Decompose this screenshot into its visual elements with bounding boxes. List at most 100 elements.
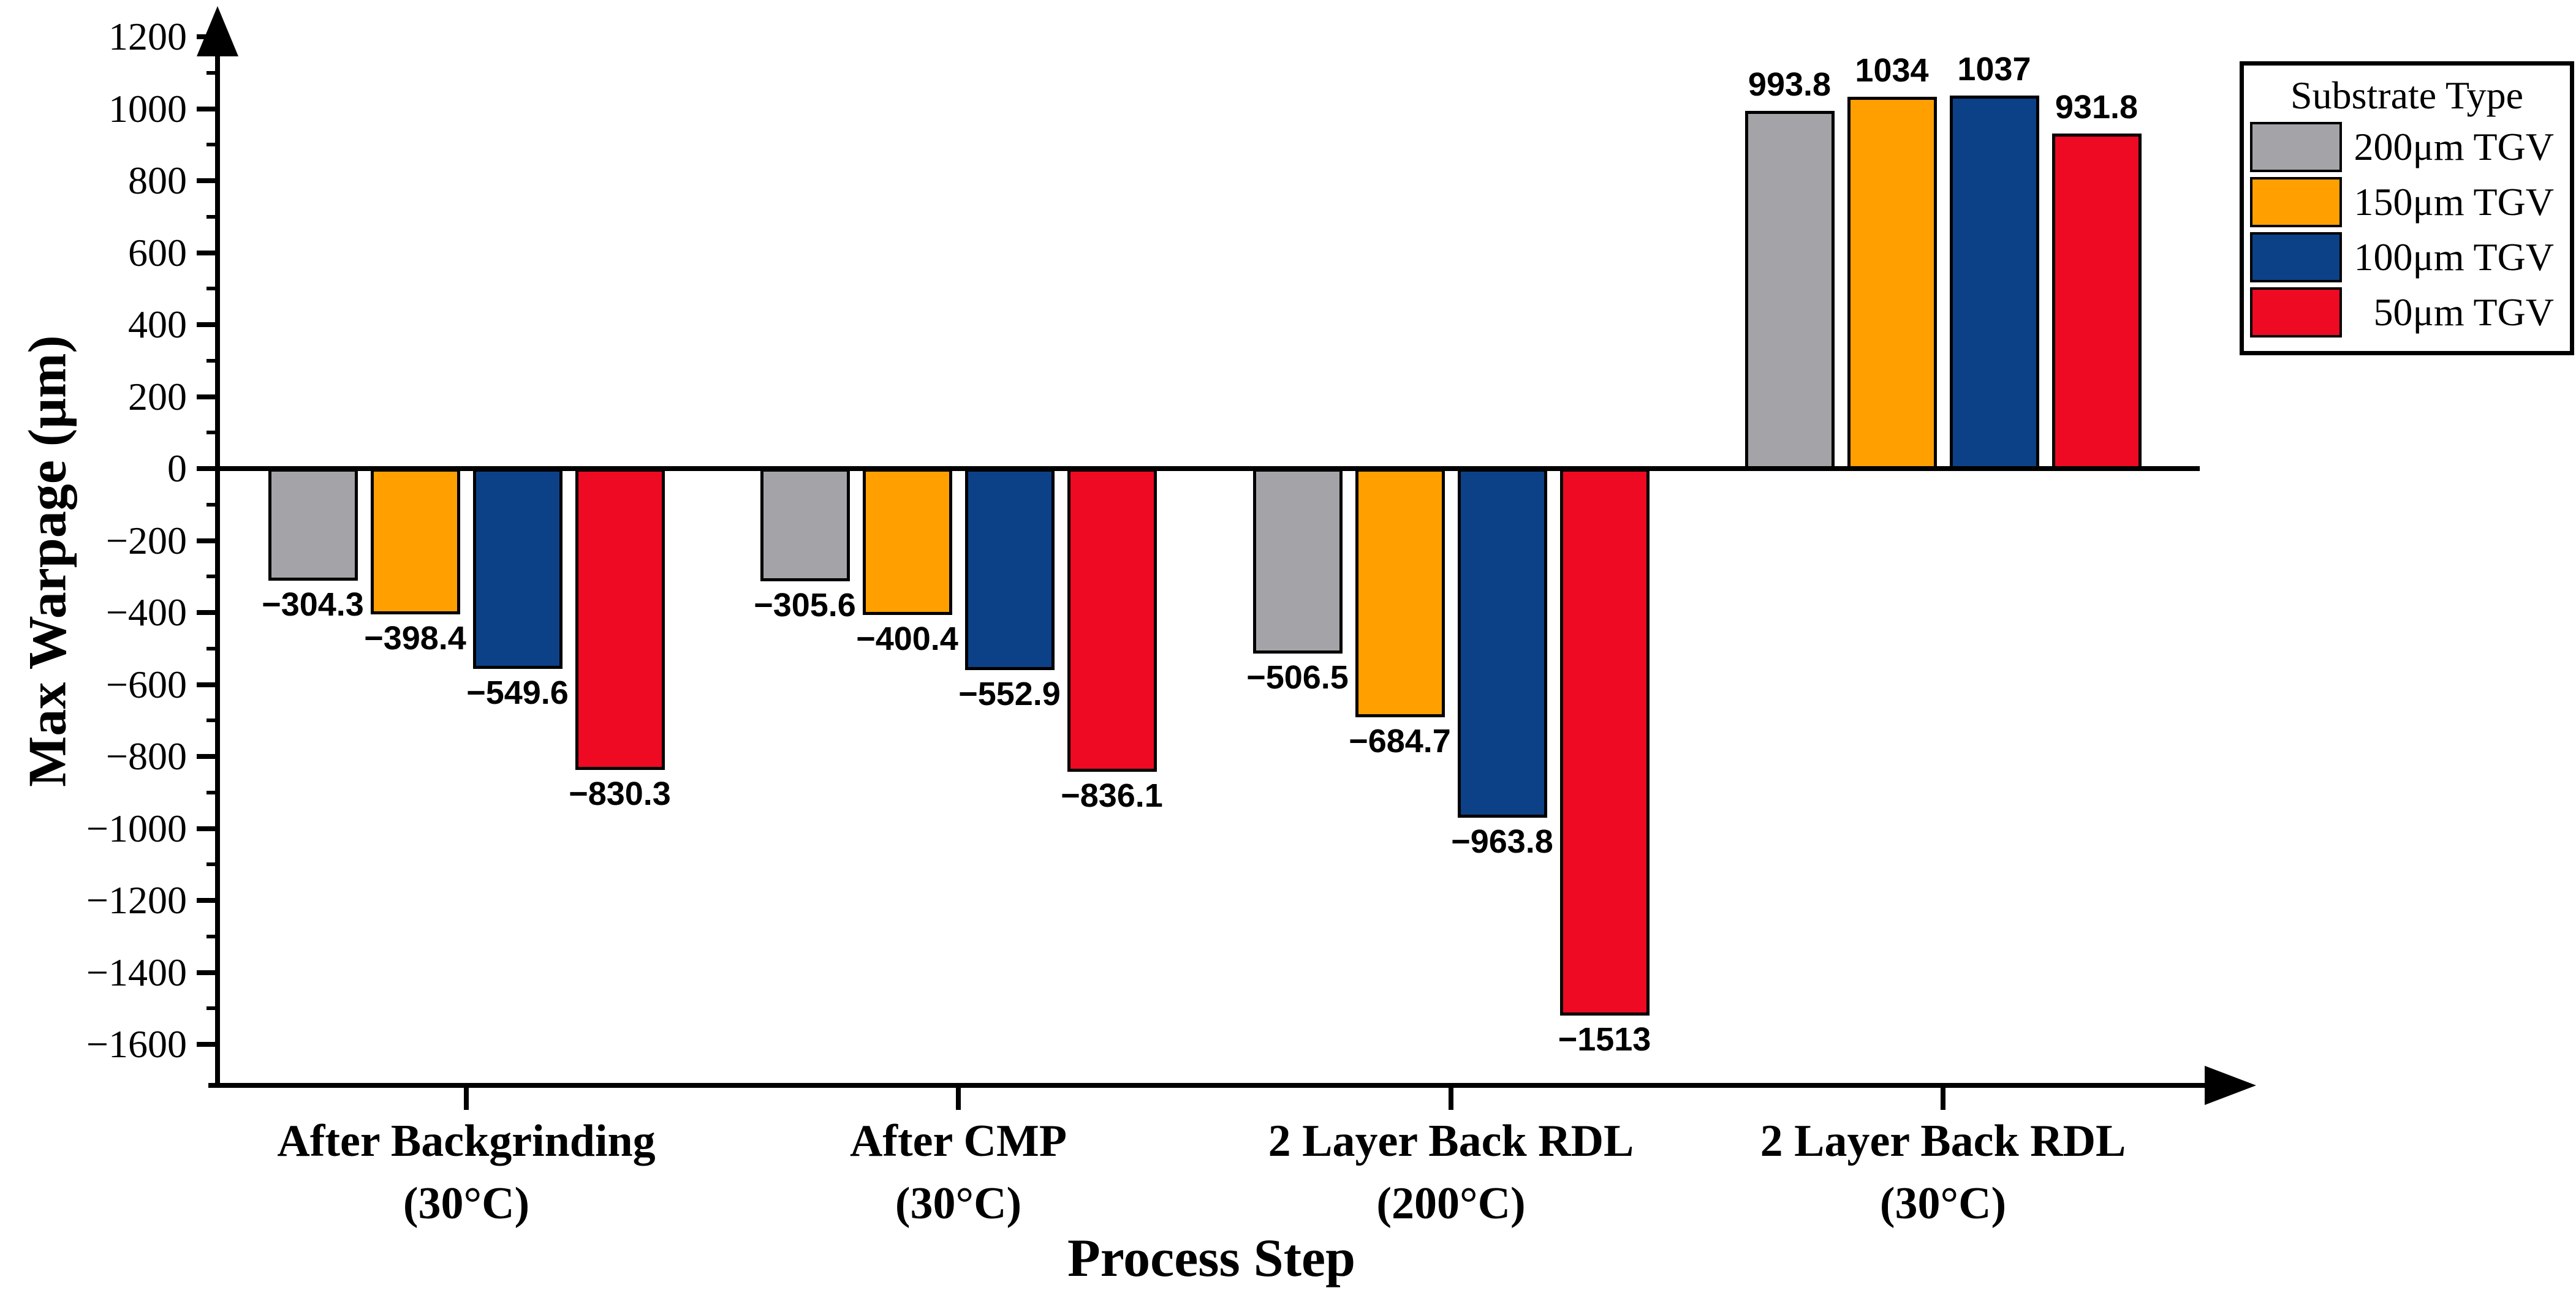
y-tick-label: 600 bbox=[128, 230, 187, 274]
y-major-tick bbox=[197, 682, 218, 687]
legend-row: 150μm TGV bbox=[2244, 175, 2570, 230]
bar-value-label: −963.8 bbox=[1451, 823, 1553, 861]
y-minor-tick bbox=[206, 358, 218, 363]
y-major-tick bbox=[197, 250, 218, 255]
y-minor-tick bbox=[206, 287, 218, 291]
x-axis-line bbox=[208, 1083, 2206, 1088]
bar-value-label: −398.4 bbox=[364, 620, 466, 657]
bar bbox=[1847, 96, 1937, 471]
bar-value-label: −506.5 bbox=[1246, 658, 1349, 696]
y-tick-label: 1000 bbox=[108, 86, 187, 130]
bar-value-label: −830.3 bbox=[569, 775, 671, 812]
x-category-tick bbox=[1449, 1088, 1453, 1110]
y-minor-tick bbox=[206, 502, 218, 507]
bar bbox=[1744, 111, 1835, 471]
legend-label: 200μm TGV bbox=[2354, 125, 2554, 168]
legend-rows: 200μm TGV 150μm TGV 100μm TGV 50μm TGV bbox=[2244, 119, 2570, 340]
y-tick-label: −600 bbox=[105, 662, 187, 706]
x-category-label-line: 2 Layer Back RDL bbox=[1760, 1116, 2126, 1166]
y-minor-tick bbox=[206, 718, 218, 723]
bar-value-label: −304.3 bbox=[262, 586, 364, 623]
y-minor-tick bbox=[206, 70, 218, 75]
bar bbox=[1457, 469, 1547, 818]
bar bbox=[575, 469, 665, 770]
y-major-tick bbox=[197, 898, 218, 903]
bar bbox=[862, 469, 952, 616]
legend-row: 200μm TGV bbox=[2244, 119, 2570, 175]
y-minor-tick bbox=[206, 431, 218, 435]
bar-value-label: 931.8 bbox=[2055, 88, 2138, 126]
x-category-tick bbox=[1941, 1088, 1945, 1110]
legend-swatch bbox=[2250, 177, 2342, 227]
x-category-tick bbox=[956, 1088, 961, 1110]
y-major-tick bbox=[197, 970, 218, 975]
y-major-tick bbox=[197, 178, 218, 183]
y-tick-label: −200 bbox=[105, 518, 187, 562]
y-minor-tick bbox=[206, 862, 218, 867]
bar bbox=[370, 469, 460, 615]
legend-row: 100μm TGV bbox=[2244, 230, 2570, 285]
bar-value-label: −684.7 bbox=[1349, 723, 1451, 760]
legend-label: 100μm TGV bbox=[2354, 235, 2554, 279]
x-axis-title: Process Step bbox=[1067, 1229, 1356, 1288]
bar-value-label: −1513 bbox=[1558, 1020, 1651, 1058]
y-axis-line bbox=[215, 48, 220, 1088]
bar-value-label: −400.4 bbox=[856, 620, 958, 658]
x-category-label-line: 2 Layer Back RDL bbox=[1268, 1116, 1634, 1166]
y-tick-label: 200 bbox=[128, 374, 187, 418]
bar-value-label: −549.6 bbox=[466, 674, 569, 711]
bar bbox=[1067, 469, 1157, 772]
bar bbox=[760, 469, 850, 581]
bar bbox=[268, 469, 358, 581]
legend-swatch bbox=[2250, 287, 2342, 338]
bar bbox=[1355, 469, 1445, 718]
y-minor-tick bbox=[206, 143, 218, 147]
x-category-label: After Backgrinding (30°C) bbox=[277, 1110, 655, 1235]
bar bbox=[1252, 469, 1343, 654]
y-major-tick bbox=[197, 754, 218, 759]
zero-baseline bbox=[215, 466, 2200, 471]
bar bbox=[1949, 95, 2039, 471]
y-axis-title: Max Warpage (μm) bbox=[18, 335, 78, 787]
bar bbox=[2051, 133, 2142, 471]
y-major-tick bbox=[197, 34, 218, 39]
bar-value-label: 1037 bbox=[1957, 50, 2031, 88]
y-tick-label: 1200 bbox=[108, 15, 187, 58]
y-tick-label: −1400 bbox=[86, 950, 187, 994]
y-tick-label: −1200 bbox=[86, 878, 187, 922]
x-category-label-line: (30°C) bbox=[1879, 1178, 2007, 1229]
bar-value-label: −836.1 bbox=[1061, 777, 1163, 815]
bar bbox=[472, 469, 563, 669]
x-category-label-line: After CMP bbox=[849, 1116, 1067, 1166]
x-category-label-line: (30°C) bbox=[403, 1178, 530, 1229]
y-tick-label: −1000 bbox=[86, 806, 187, 850]
legend-swatch bbox=[2250, 232, 2342, 282]
y-tick-label: 0 bbox=[167, 447, 187, 490]
y-tick-label: −800 bbox=[105, 734, 187, 778]
y-major-tick bbox=[197, 466, 218, 471]
y-major-tick bbox=[197, 826, 218, 831]
bar-value-label: 1034 bbox=[1855, 51, 1929, 89]
y-tick-label: −400 bbox=[105, 590, 187, 634]
legend-swatch bbox=[2250, 122, 2342, 172]
bar bbox=[1559, 469, 1650, 1016]
y-minor-tick bbox=[206, 575, 218, 579]
legend-row: 50μm TGV bbox=[2244, 285, 2570, 340]
x-category-label-line: (200°C) bbox=[1376, 1178, 1526, 1229]
y-major-tick bbox=[197, 106, 218, 111]
x-category-label: After CMP (30°C) bbox=[850, 1110, 1067, 1235]
legend-label: 150μm TGV bbox=[2354, 180, 2554, 224]
x-category-label: 2 Layer Back RDL (200°C) bbox=[1268, 1110, 1634, 1235]
y-axis-arrowhead bbox=[197, 6, 238, 56]
y-minor-tick bbox=[206, 790, 218, 794]
y-minor-tick bbox=[206, 1006, 218, 1011]
x-axis-arrowhead bbox=[2205, 1066, 2256, 1105]
bar-value-label: −305.6 bbox=[754, 586, 856, 624]
y-minor-tick bbox=[206, 934, 218, 938]
y-tick-label: 400 bbox=[128, 303, 187, 346]
y-major-tick bbox=[197, 538, 218, 543]
y-tick-label: −1600 bbox=[86, 1022, 187, 1066]
y-tick-label: 800 bbox=[128, 159, 187, 202]
